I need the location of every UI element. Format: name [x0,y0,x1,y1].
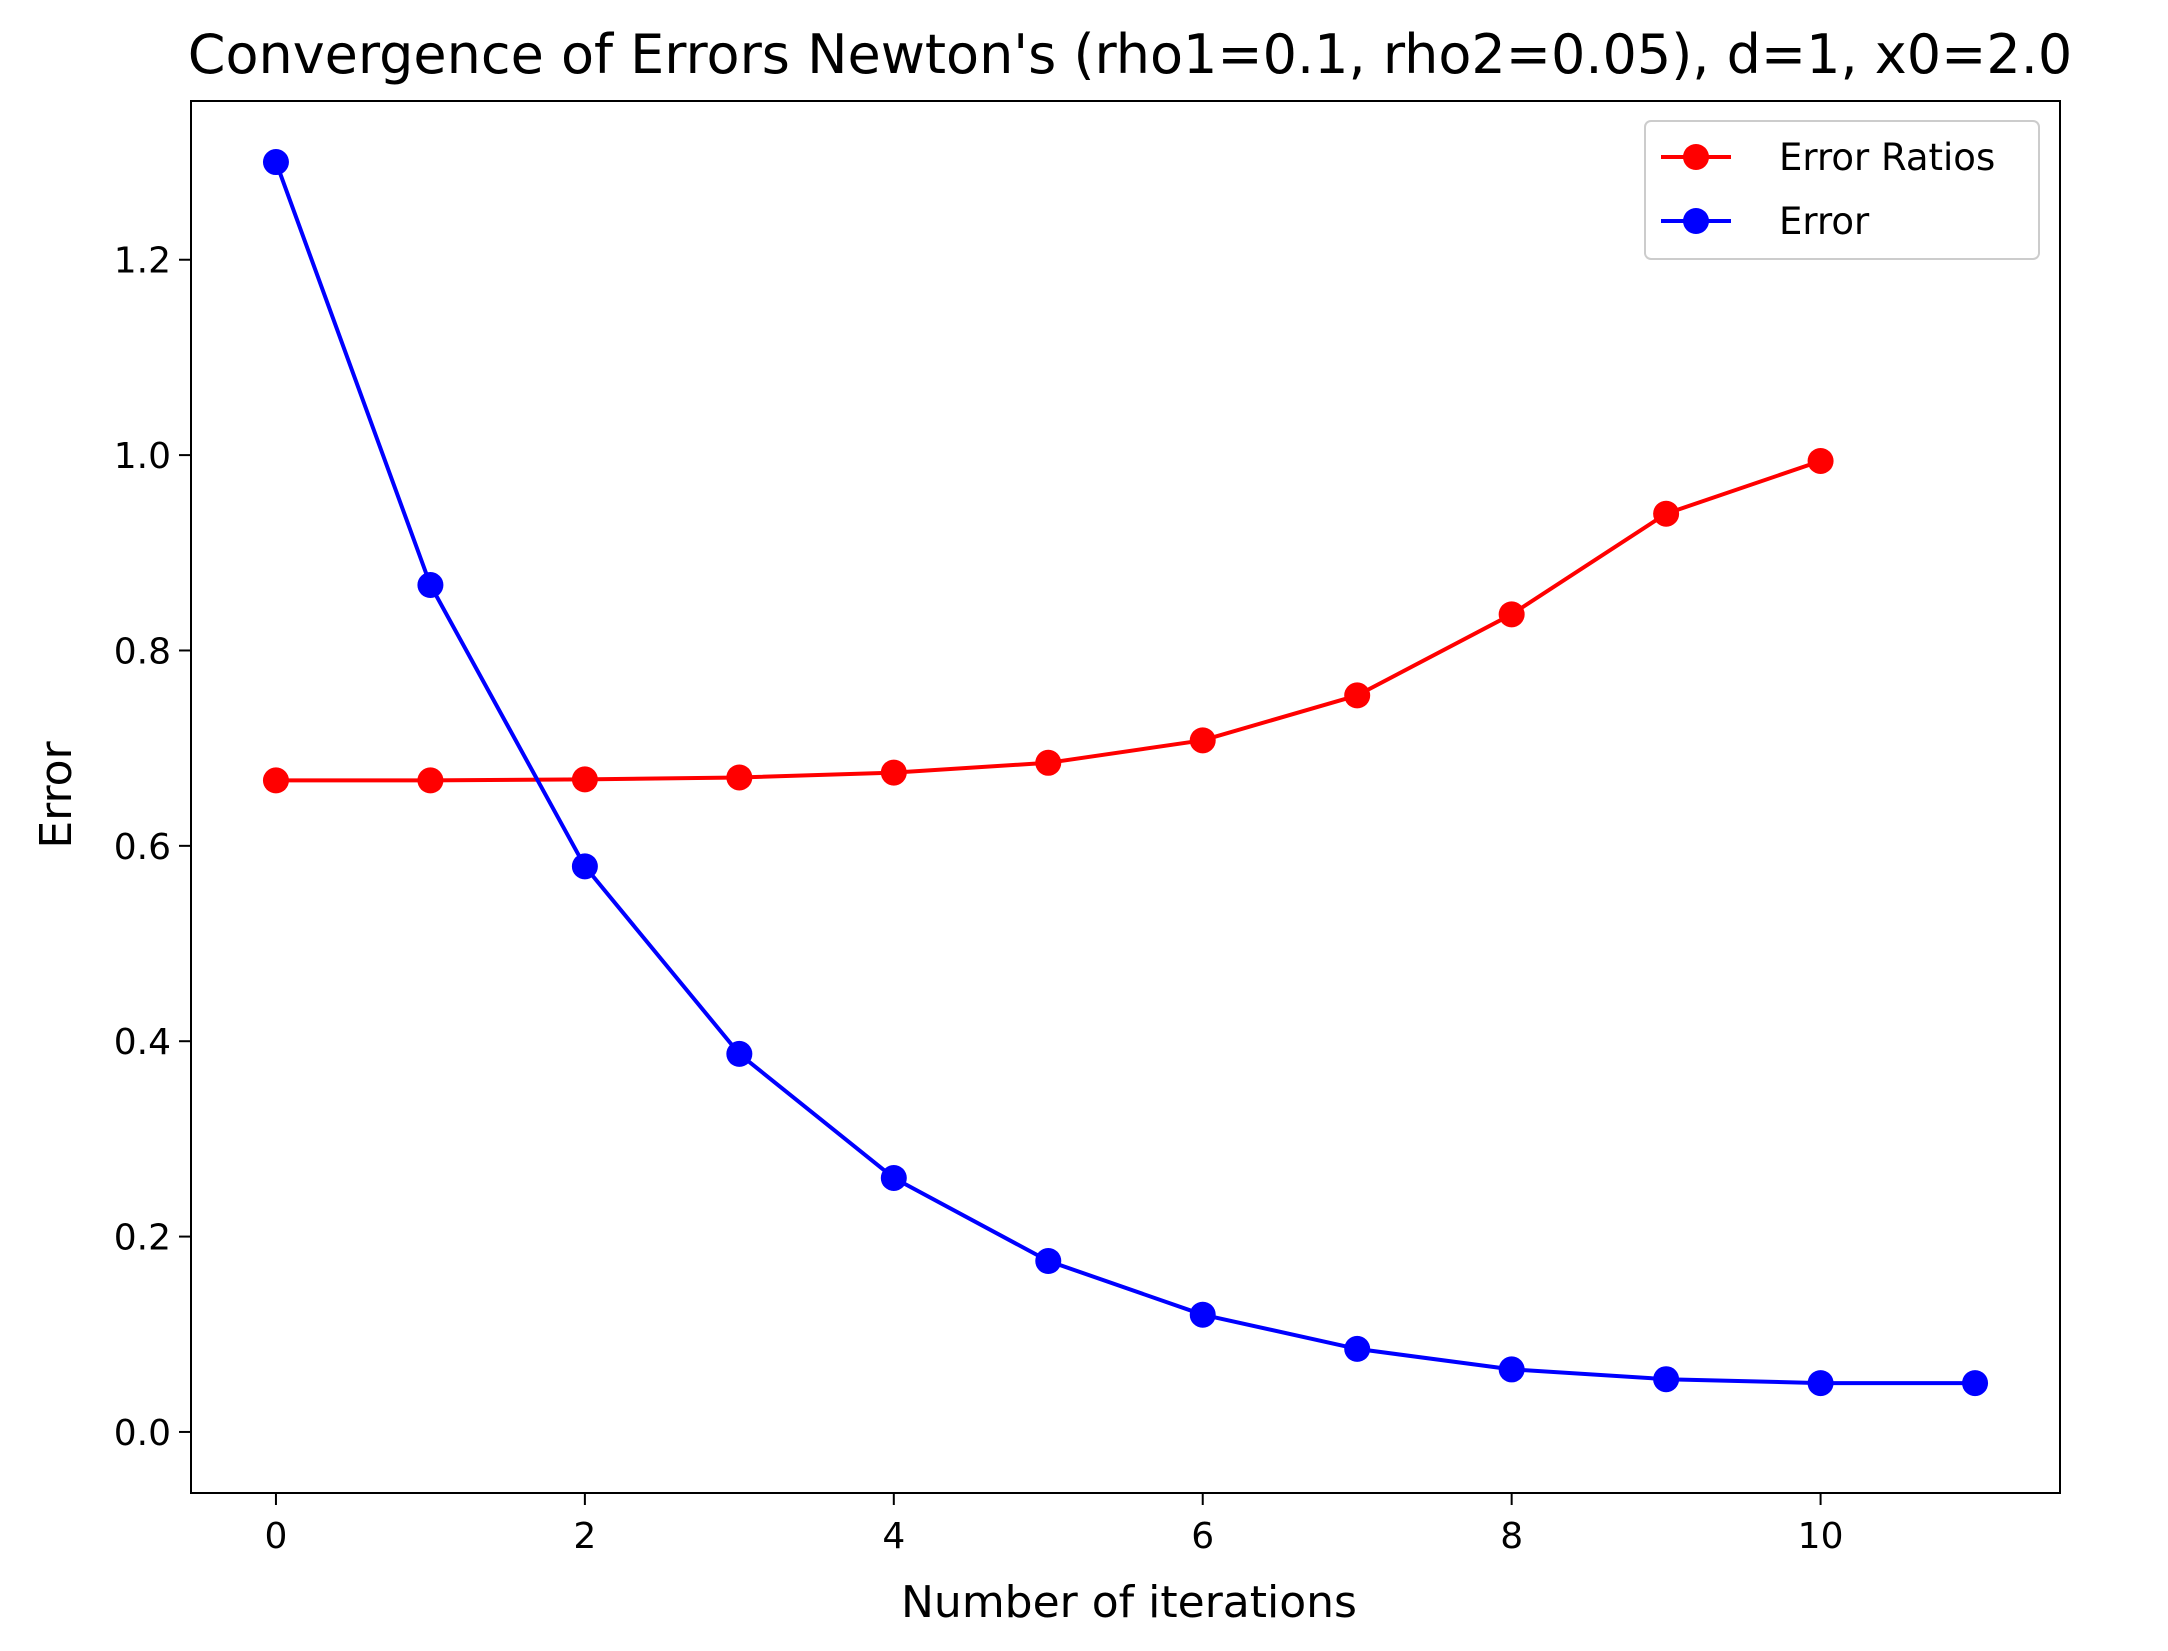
legend-item-error: Error [1661,200,1870,243]
y-tick-label: 0.2 [114,1218,171,1259]
data-point-error [726,1040,753,1067]
series-layer [262,149,1989,1397]
legend-marker [1683,208,1709,234]
chart-title: Convergence of Errors Newton's (rho1=0.1… [188,23,2073,86]
data-point-error-ratios [726,764,753,791]
y-tick-label: 0.8 [114,631,171,672]
data-point-error-ratios [1189,727,1216,754]
data-point-error-ratios [417,767,444,794]
x-axis-label: Number of iterations [901,1577,1357,1628]
series-error-ratios [262,447,1834,794]
data-point-error-ratios [1035,749,1062,776]
y-tick-label: 1.2 [114,241,171,282]
y-tick-label: 1.0 [114,436,171,477]
y-tick-label: 0.0 [114,1413,171,1454]
data-point-error [1962,1370,1989,1397]
x-tick-label: 0 [265,1516,288,1557]
series-line-error [274,161,1975,1386]
y-tick-label: 0.6 [114,827,171,868]
data-point-error [1498,1356,1525,1383]
data-point-error [1807,1370,1834,1397]
data-point-error [1344,1335,1371,1362]
legend-label: Error Ratios [1779,136,1995,179]
data-point-error-ratios [1653,500,1680,527]
data-point-error [1189,1301,1216,1328]
plot-area [190,100,2061,1494]
data-point-error [1653,1366,1680,1393]
x-tick-label: 10 [1798,1516,1844,1557]
y-tick-label: 0.4 [114,1022,171,1063]
x-tick-label: 2 [573,1516,596,1557]
data-point-error [262,149,289,176]
data-point-error [1035,1248,1062,1274]
data-point-error-ratios [262,767,289,794]
data-point-error-ratios [571,766,598,793]
legend: Error Ratios Error [1644,120,2040,260]
x-tick-label: 4 [882,1516,905,1557]
data-point-error [880,1164,907,1191]
data-point-error [417,572,444,599]
ticks-layer: 0 2 4 6 8 10 0.0 0.2 0.4 0.6 0.8 1.0 1.2 [114,241,1844,1557]
data-point-error-ratios [1344,682,1371,709]
data-point-error-ratios [880,759,907,786]
legend-label: Error [1779,200,1870,243]
legend-marker [1683,144,1709,170]
x-tick-label: 8 [1500,1516,1523,1557]
data-point-error [571,853,598,880]
y-axis-label: Error [31,740,82,848]
x-tick-label: 6 [1191,1516,1214,1557]
axes-frame [190,100,2061,1494]
data-point-error-ratios [1498,601,1525,628]
legend-item-error-ratios: Error Ratios [1661,136,1995,179]
legend-box [1644,120,2040,260]
series-error [262,149,1989,1397]
data-point-error-ratios [1807,447,1834,474]
